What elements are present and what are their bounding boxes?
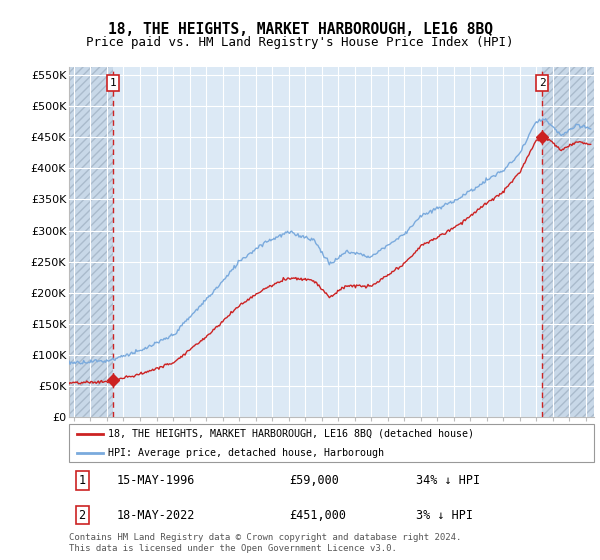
Text: 34% ↓ HPI: 34% ↓ HPI (415, 474, 479, 487)
Text: Price paid vs. HM Land Registry's House Price Index (HPI): Price paid vs. HM Land Registry's House … (86, 36, 514, 49)
Text: 18-MAY-2022: 18-MAY-2022 (116, 508, 194, 521)
Text: HPI: Average price, detached house, Harborough: HPI: Average price, detached house, Harb… (109, 448, 385, 458)
Text: 15-MAY-1996: 15-MAY-1996 (116, 474, 194, 487)
Text: 18, THE HEIGHTS, MARKET HARBOROUGH, LE16 8BQ (detached house): 18, THE HEIGHTS, MARKET HARBOROUGH, LE16… (109, 429, 475, 439)
Text: 18, THE HEIGHTS, MARKET HARBOROUGH, LE16 8BQ: 18, THE HEIGHTS, MARKET HARBOROUGH, LE16… (107, 22, 493, 38)
Bar (69, 67, 113, 417)
Text: 1: 1 (110, 78, 116, 88)
Text: 3% ↓ HPI: 3% ↓ HPI (415, 508, 473, 521)
Bar (542, 67, 594, 417)
Text: £59,000: £59,000 (290, 474, 340, 487)
Bar (69, 67, 113, 417)
Text: 1: 1 (79, 474, 86, 487)
Text: Contains HM Land Registry data © Crown copyright and database right 2024.
This d: Contains HM Land Registry data © Crown c… (69, 533, 461, 553)
Text: £451,000: £451,000 (290, 508, 347, 521)
FancyBboxPatch shape (69, 424, 594, 462)
Text: 2: 2 (539, 78, 546, 88)
Text: 2: 2 (79, 508, 86, 521)
Bar (542, 67, 594, 417)
